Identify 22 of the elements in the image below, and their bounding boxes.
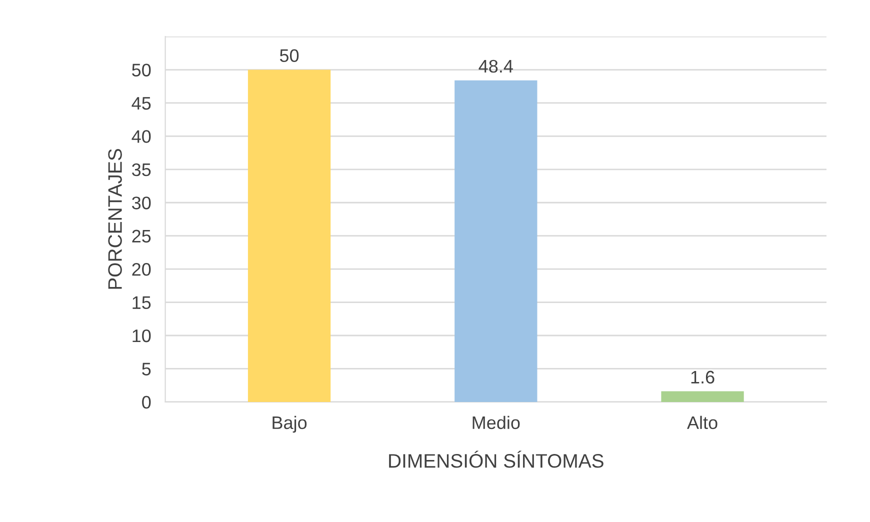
bar xyxy=(454,80,538,402)
y-tick-label: 25 xyxy=(132,230,151,243)
x-tick-label: Bajo xyxy=(272,416,307,433)
y-tick-label: 35 xyxy=(132,163,151,176)
y-tick-label: 45 xyxy=(132,97,151,110)
bar xyxy=(661,391,744,402)
y-tick-label: 30 xyxy=(132,196,151,210)
x-tick-label: Medio xyxy=(472,416,520,430)
data-label: 1.6 xyxy=(691,370,714,384)
x-tick-label: Alto xyxy=(687,416,718,430)
bar xyxy=(248,70,331,402)
x-axis-title: DIMENSIÓN SÍNTOMAS xyxy=(389,450,604,468)
y-tick-label: 50 xyxy=(132,64,151,76)
y-tick-label: 15 xyxy=(132,296,151,310)
y-tick-label: 0 xyxy=(142,396,151,409)
data-label: 48.4 xyxy=(478,60,513,73)
y-axis-title: PORCENTAJES xyxy=(108,149,122,289)
data-label: 50 xyxy=(280,49,299,62)
y-tick-label: 10 xyxy=(132,329,151,342)
y-tick-label: 5 xyxy=(142,362,151,376)
y-tick-label: 40 xyxy=(132,130,151,143)
y-tick-label: 20 xyxy=(132,263,151,276)
